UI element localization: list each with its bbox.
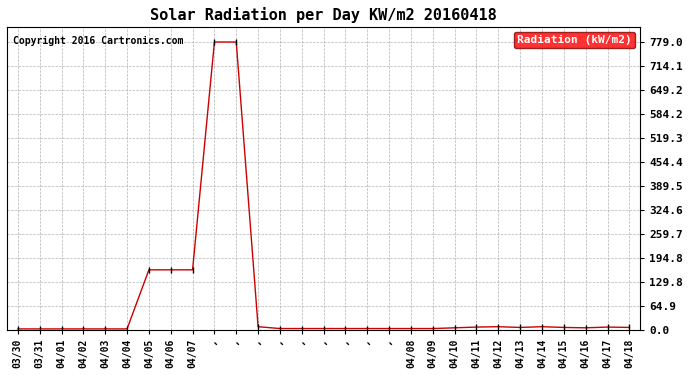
Title: Solar Radiation per Day KW/m2 20160418: Solar Radiation per Day KW/m2 20160418 <box>150 7 497 23</box>
Legend: Radiation (kW/m2): Radiation (kW/m2) <box>514 32 635 48</box>
Text: Copyright 2016 Cartronics.com: Copyright 2016 Cartronics.com <box>13 36 184 46</box>
